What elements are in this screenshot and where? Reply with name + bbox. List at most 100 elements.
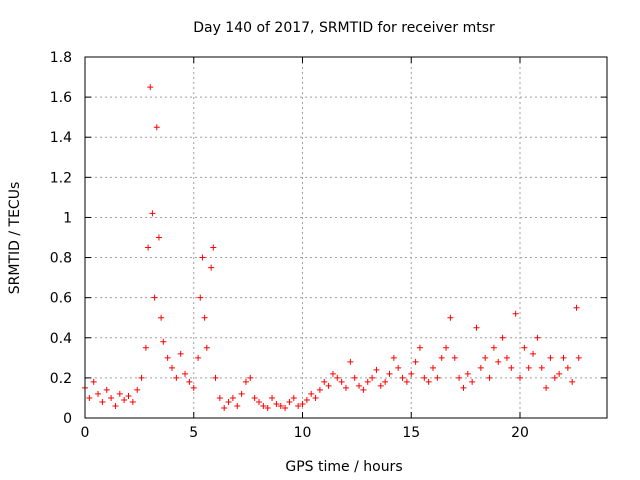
data-point <box>212 374 219 381</box>
data-point <box>203 344 210 351</box>
data-point <box>147 84 154 91</box>
data-point <box>460 384 467 391</box>
data-point <box>482 354 489 361</box>
y-tick-label: 0.6 <box>50 291 72 307</box>
data-point <box>425 378 432 385</box>
data-point <box>99 398 106 405</box>
data-point <box>395 364 402 371</box>
data-point <box>573 304 580 311</box>
y-tick-label: 1.6 <box>50 90 72 106</box>
data-point <box>334 374 341 381</box>
y-tick-label: 1.8 <box>50 50 72 66</box>
data-point <box>277 402 284 409</box>
x-tick-labels: 0 5 10 15 20 <box>81 425 529 441</box>
data-point <box>210 244 217 251</box>
data-point <box>386 370 393 377</box>
chart-title: Day 140 of 2017, SRMTID for receiver mts… <box>193 20 495 36</box>
data-point <box>299 400 306 407</box>
x-tick-label: 5 <box>189 425 198 441</box>
data-point <box>575 354 582 361</box>
data-point <box>225 398 232 405</box>
data-point <box>469 378 476 385</box>
y-tick-labels: 0 0.2 0.4 0.6 0.8 1 1.2 1.4 1.6 1.8 <box>50 50 72 427</box>
data-point <box>490 344 497 351</box>
data-point <box>295 402 302 409</box>
data-point <box>145 244 152 251</box>
data-point <box>208 264 215 271</box>
data-point <box>347 358 354 365</box>
data-point <box>273 400 280 407</box>
data-point <box>195 354 202 361</box>
data-point <box>547 354 554 361</box>
data-point <box>155 234 162 241</box>
data-point <box>486 374 493 381</box>
data-point <box>421 374 428 381</box>
x-tick-label: 20 <box>511 425 529 441</box>
data-point <box>151 294 158 301</box>
data-point <box>234 402 241 409</box>
data-point <box>508 364 515 371</box>
data-point <box>290 394 297 401</box>
data-point <box>216 394 223 401</box>
data-point <box>121 396 128 403</box>
data-point <box>408 370 415 377</box>
data-point <box>464 370 471 377</box>
data-point <box>521 344 528 351</box>
data-point <box>438 354 445 361</box>
data-point <box>316 386 323 393</box>
data-point <box>412 358 419 365</box>
x-tick-label: 15 <box>402 425 420 441</box>
plot-frame <box>84 56 608 419</box>
data-point <box>158 314 165 321</box>
data-point <box>197 294 204 301</box>
data-point <box>399 374 406 381</box>
data-point <box>149 210 156 217</box>
data-point <box>221 404 228 411</box>
data-point <box>199 254 206 261</box>
data-point <box>201 314 208 321</box>
data-point <box>503 354 510 361</box>
data-point <box>534 334 541 341</box>
data-point <box>321 378 328 385</box>
y-tick-label: 0 <box>63 411 72 427</box>
data-point <box>308 390 315 397</box>
data-point <box>303 396 310 403</box>
data-point <box>338 378 345 385</box>
data-point <box>560 354 567 361</box>
data-point <box>377 382 384 389</box>
data-point <box>360 386 367 393</box>
data-point <box>264 404 271 411</box>
data-point <box>564 364 571 371</box>
data-point <box>182 370 189 377</box>
data-point <box>356 382 363 389</box>
data-point <box>443 344 450 351</box>
data-point <box>164 354 171 361</box>
data-point <box>108 394 115 401</box>
data-point <box>403 378 410 385</box>
data-point <box>169 364 175 371</box>
data-point <box>190 384 197 391</box>
data-point <box>103 386 110 393</box>
data-point <box>125 392 132 399</box>
data-point <box>112 402 119 409</box>
data-point <box>177 350 184 357</box>
data-points <box>82 84 582 411</box>
data-point <box>260 402 267 409</box>
data-point <box>186 378 193 385</box>
data-point <box>286 398 293 405</box>
grid-lines <box>85 57 607 418</box>
data-point <box>556 370 563 377</box>
data-point <box>390 354 397 361</box>
data-point <box>90 378 97 385</box>
x-tick-label: 0 <box>81 425 90 441</box>
data-point <box>512 310 519 317</box>
data-point <box>329 370 336 377</box>
data-point <box>477 364 484 371</box>
data-point <box>499 334 506 341</box>
data-point <box>138 374 145 381</box>
data-point <box>229 394 236 401</box>
data-point <box>369 374 376 381</box>
data-point <box>95 390 102 397</box>
data-point <box>569 378 576 385</box>
